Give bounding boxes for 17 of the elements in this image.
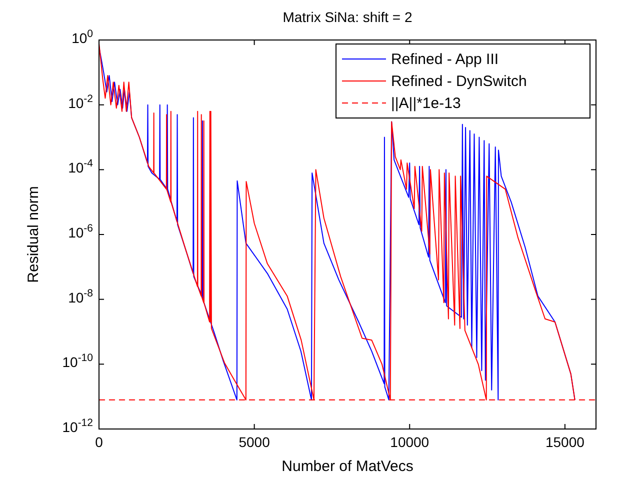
y-tick-label: 10$^{-4}$ (68, 158, 94, 176)
y-axis-title: Residual norm (25, 186, 42, 283)
x-axis-title: Number of MatVecs (282, 458, 414, 475)
chart-title: Matrix SiNa: shift = 2 (282, 9, 412, 25)
y-tick-label: 10$^{-10}$ (62, 352, 94, 370)
y-tick-label: 10$^{-8}$ (68, 287, 94, 306)
y-tick-label: 10$^{-2}$ (68, 92, 94, 111)
y-tick-label: 10$^{-6}$ (68, 222, 94, 240)
x-tick-label: 10000 (390, 434, 430, 450)
x-tick-label: 0 (95, 434, 104, 450)
legend-label: Refined - DynSwitch (391, 73, 527, 90)
legend-label: Refined - App III (391, 51, 499, 68)
x-tick-label: 5000 (238, 434, 270, 450)
y-tick-label: 10$^{-12}$ (62, 417, 94, 435)
x-tick-label: 15000 (545, 434, 585, 450)
y-tick-label: 10$^{0}$ (72, 28, 94, 46)
legend-label: ||A||*1e-13 (391, 95, 461, 112)
